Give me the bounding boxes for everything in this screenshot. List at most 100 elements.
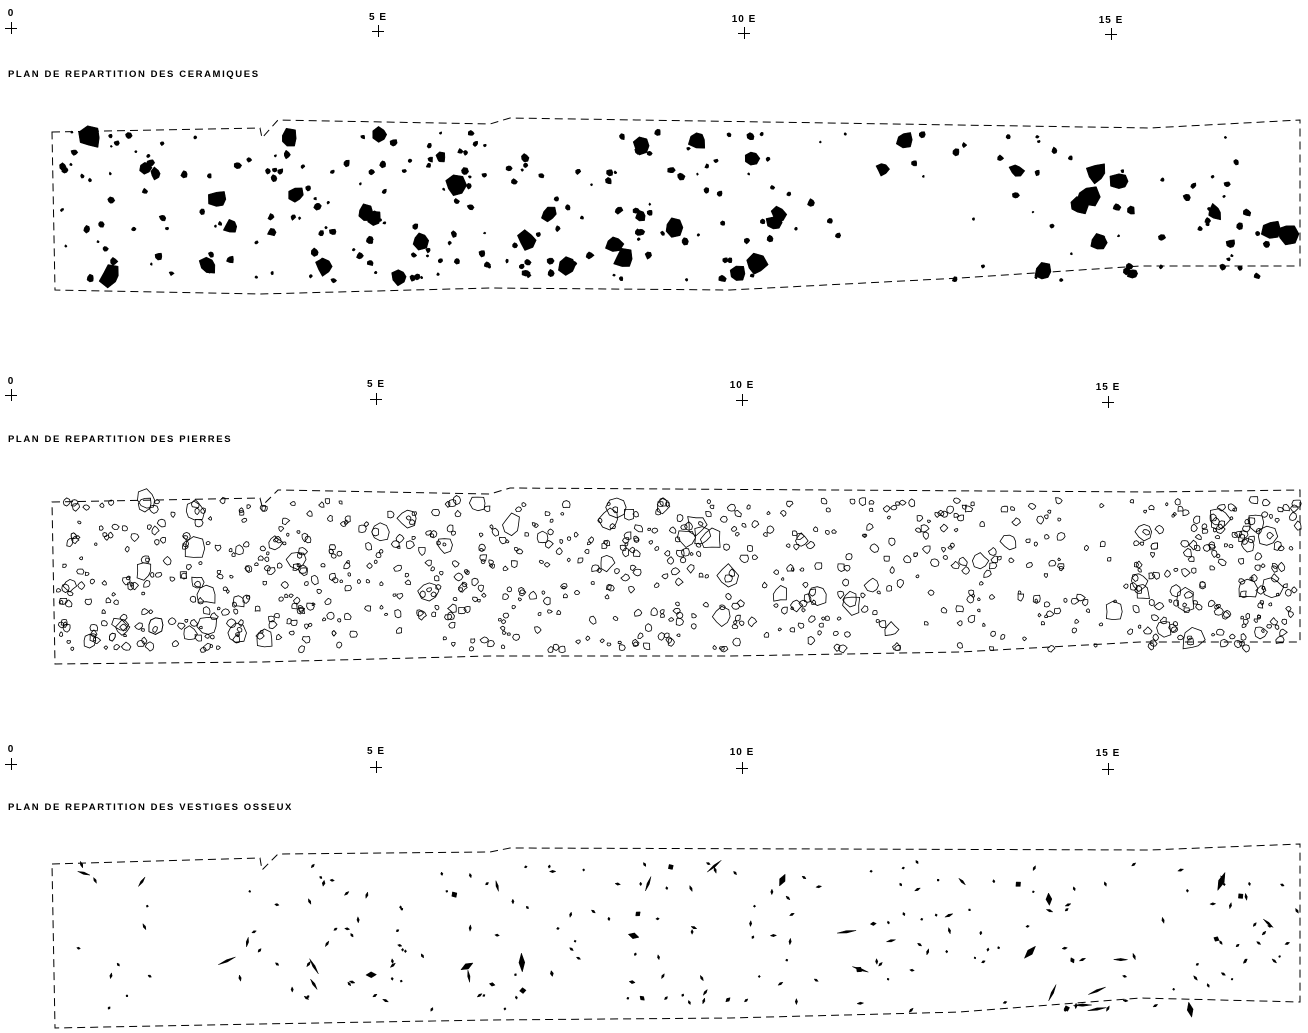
stone-outline	[259, 630, 264, 635]
scale-tick-label: 15 E	[1095, 382, 1121, 393]
bone-fragment	[1244, 892, 1248, 902]
stone-outline	[603, 540, 608, 545]
stone-outline	[148, 617, 164, 635]
ceramic-fragment	[1158, 234, 1167, 241]
stone-outline	[777, 627, 783, 632]
stone-outline	[1216, 553, 1221, 559]
bone-fragment	[1087, 1007, 1107, 1011]
bone-fragment	[420, 953, 424, 959]
bone-fragment	[733, 870, 737, 876]
stone-outline	[790, 599, 804, 613]
stone-outline	[820, 616, 826, 621]
stone-outline	[457, 587, 463, 593]
ceramic-fragment	[520, 168, 524, 172]
stone-outline	[517, 597, 523, 602]
stone-outline	[1165, 502, 1169, 507]
stone-outline	[241, 517, 248, 523]
stone-outline	[1224, 543, 1229, 548]
bone-fragment	[590, 909, 596, 914]
stone-outline	[979, 581, 984, 586]
stone-outline	[472, 596, 478, 603]
stone-outline	[1159, 616, 1167, 625]
bone-fragment	[309, 958, 319, 975]
stone-outline	[1011, 517, 1021, 527]
ceramic-fragment	[524, 258, 532, 266]
bone-fragment	[274, 962, 280, 966]
stone-outline	[479, 636, 490, 644]
stone-outline	[515, 506, 522, 513]
stone-outline	[805, 540, 816, 550]
stone-outline	[659, 609, 665, 615]
stone-outline	[123, 633, 127, 638]
stone-outline	[167, 617, 177, 626]
bone-fragment	[125, 994, 129, 997]
stone-outline	[1032, 594, 1041, 604]
stone-outline	[735, 614, 741, 622]
stone-outline	[349, 630, 358, 638]
bone-fragment	[514, 995, 518, 1000]
stone-outline	[923, 621, 929, 626]
ceramic-fragment	[110, 144, 113, 148]
stone-outline	[573, 589, 581, 595]
stone-outline	[1071, 627, 1078, 634]
stone-outline	[558, 645, 566, 654]
ceramic-fragment	[141, 187, 149, 194]
stone-outline	[940, 606, 948, 614]
stone-outline	[364, 605, 372, 612]
bone-fragment	[639, 881, 643, 887]
stone-outline	[191, 576, 205, 589]
stone-outline	[1207, 599, 1216, 608]
stone-outline	[82, 504, 91, 511]
bone-fragment	[1295, 907, 1299, 914]
stone-outline	[1177, 505, 1184, 512]
stone-outline	[1017, 593, 1025, 602]
stone-outline	[231, 552, 236, 558]
stone-outline	[660, 613, 665, 618]
stone-outline	[1201, 523, 1208, 530]
ceramic-fragment	[379, 160, 386, 169]
stone-outline	[452, 495, 462, 506]
ceramic-fragment	[270, 271, 274, 276]
stone-outline	[724, 574, 733, 583]
bone-fragment	[274, 903, 280, 907]
stone-outline	[393, 564, 403, 572]
stone-outline	[336, 641, 343, 649]
bone-fragment	[937, 878, 940, 882]
stone-outline	[766, 525, 775, 534]
bone-fragment	[688, 999, 691, 1006]
stone-outline	[1214, 604, 1220, 610]
bone-fragment	[319, 876, 323, 879]
ceramic-fragment	[911, 160, 918, 167]
stone-outline	[502, 565, 509, 572]
bone-fragment	[350, 932, 354, 938]
stone-outline	[276, 562, 283, 569]
stone-outline	[1153, 602, 1165, 611]
stone-outline	[795, 532, 809, 547]
bone-fragment	[1230, 978, 1234, 981]
bone-fragment	[1061, 946, 1069, 950]
ceramic-fragment	[1204, 217, 1212, 224]
stone-outline	[394, 609, 402, 619]
stone-outline	[780, 576, 785, 581]
ceramic-fragment	[420, 275, 424, 280]
stone-outline	[1156, 621, 1172, 638]
stone-outline	[696, 550, 702, 557]
stone-outline	[547, 528, 554, 536]
stone-outline	[199, 646, 207, 653]
stone-outline	[479, 532, 484, 538]
stone-outline	[119, 623, 128, 632]
stone-outline	[144, 641, 155, 652]
stone-outline	[64, 599, 73, 608]
stone-outline	[222, 586, 229, 592]
bone-fragment	[142, 923, 147, 931]
ceramic-fragment	[86, 273, 94, 283]
stone-outline	[934, 512, 941, 518]
stone-outline	[528, 590, 537, 600]
ceramic-fragment	[98, 264, 119, 289]
ceramic-fragment	[654, 128, 661, 136]
stone-outline	[477, 599, 481, 603]
stone-outline	[577, 557, 584, 564]
ceramic-fragment	[1222, 195, 1226, 199]
stone-outline	[624, 542, 629, 547]
stone-outline	[587, 536, 594, 544]
